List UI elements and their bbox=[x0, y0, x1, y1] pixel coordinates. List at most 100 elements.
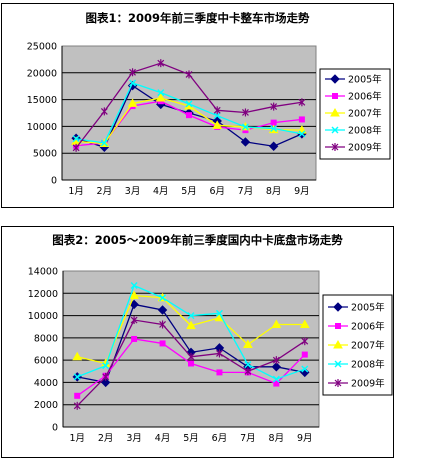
chart-2-data-point bbox=[157, 305, 168, 315]
chart-1-data-point bbox=[127, 98, 138, 107]
chart-1-data-point bbox=[212, 120, 223, 129]
chart-2-data-point bbox=[244, 361, 252, 369]
chart-2-data-point bbox=[100, 377, 111, 388]
chart-2-ytick-label: 8000 bbox=[34, 333, 58, 344]
chart-1-legend-marker bbox=[332, 93, 338, 99]
chart-1-data-point bbox=[298, 130, 306, 138]
chart-1-series-5 bbox=[72, 59, 306, 152]
chart-1-xtick-label: 9月 bbox=[294, 186, 310, 197]
chart-2-data-point bbox=[272, 356, 280, 365]
chart-1-ytick-label: 15000 bbox=[27, 95, 57, 106]
chart-1-data-point bbox=[185, 70, 193, 79]
chart-2-xtick-label: 4月 bbox=[155, 433, 171, 444]
chart-1-data-point bbox=[100, 107, 108, 116]
chart-1-frame: 图表1：2009年前三季度中卡整车市场走势 0 5000 10000 15000 200… bbox=[1, 3, 394, 208]
chart-1-xtick-label: 1月 bbox=[68, 186, 84, 197]
chart-1-data-point bbox=[129, 79, 137, 87]
chart-2-data-point bbox=[301, 365, 309, 373]
chart-2-data-point bbox=[299, 319, 310, 328]
chart-2-data-point bbox=[130, 316, 138, 325]
chart-2-data-point bbox=[187, 312, 195, 320]
chart-2-data-point bbox=[243, 339, 253, 349]
chart-1-ytick-label: 0 bbox=[51, 176, 57, 187]
chart-2-data-point bbox=[244, 367, 252, 376]
chart-2-xtick-label: 3月 bbox=[126, 433, 142, 444]
chart-1-data-point bbox=[185, 100, 193, 108]
chart-2-data-point bbox=[159, 340, 166, 347]
chart-2-xtick-label: 2月 bbox=[98, 433, 114, 444]
chart-1-xtick-label: 3月 bbox=[125, 186, 141, 197]
chart-2-data-point bbox=[216, 369, 223, 376]
chart-1-xtick-label: 8月 bbox=[266, 186, 282, 197]
chart-2-data-point bbox=[271, 362, 282, 372]
chart-2-legend-marker bbox=[333, 302, 343, 312]
chart-2-xtick-label: 9月 bbox=[297, 433, 313, 444]
chart-1-xtick-label: 2月 bbox=[97, 186, 113, 197]
chart-2-data-point bbox=[271, 319, 282, 328]
chart-1-legend-marker bbox=[330, 74, 340, 84]
chart-1-legend-label: 2009年 bbox=[348, 142, 382, 154]
chart-1-data-point bbox=[213, 106, 221, 115]
chart-1-data-point bbox=[270, 119, 277, 126]
chart-2-legend-label: 2008年 bbox=[351, 359, 385, 371]
chart-2-svg: 0 2000 4000 6000 8000 10000 12000 14000 1月 2月 3月 4月… bbox=[28, 267, 393, 444]
chart-2-data-point bbox=[131, 335, 138, 342]
chart-2-legend-label: 2007年 bbox=[351, 340, 385, 352]
chart-2-legend-label: 2009年 bbox=[351, 378, 385, 390]
chart-1-data-point bbox=[270, 102, 278, 111]
chart-1-series-4 bbox=[72, 79, 306, 147]
chart-2-xtick-label: 5月 bbox=[183, 433, 199, 444]
chart-1-ytick-label: 25000 bbox=[27, 42, 57, 53]
chart-1-data-point bbox=[242, 108, 249, 117]
chart-2-ytick-label: 4000 bbox=[34, 378, 58, 389]
chart-2-data-point bbox=[73, 373, 81, 381]
chart-2-data-point bbox=[272, 375, 280, 383]
chart-2-data-point bbox=[159, 294, 167, 302]
chart-1-data-point bbox=[157, 89, 165, 97]
chart-1-data-point bbox=[129, 68, 136, 77]
chart-2-legend-marker bbox=[335, 323, 341, 329]
chart-1-data-point bbox=[241, 123, 249, 131]
chart-2-data-point bbox=[102, 372, 110, 381]
chart-1-data-point bbox=[100, 139, 108, 147]
chart-1-svg: 0 5000 10000 15000 20000 25000 1月 2月 3月 4月 5月 6月 7月 8… bbox=[27, 42, 391, 197]
chart-2-data-point bbox=[102, 362, 110, 370]
chart-1-data-point bbox=[155, 92, 166, 102]
chart-2-data-point bbox=[188, 360, 194, 367]
chart-1-ytick-label: 5000 bbox=[33, 149, 57, 160]
chart-2-xtick-label: 1月 bbox=[69, 433, 85, 444]
chart-2-xtick-label: 7月 bbox=[240, 433, 256, 444]
chart-2-data-point bbox=[273, 380, 280, 387]
chart-2-legend-marker bbox=[333, 339, 343, 349]
chart-2-data-point bbox=[129, 290, 139, 300]
chart-1-data-point bbox=[298, 116, 305, 123]
chart-1-ytick-label: 20000 bbox=[27, 68, 57, 79]
chart-1-data-point bbox=[213, 112, 221, 120]
chart-1-xtick-label: 6月 bbox=[209, 186, 225, 197]
chart-1-data-point bbox=[268, 141, 279, 151]
chart-2-data-point bbox=[301, 337, 309, 346]
chart-2-title: 图表2：2005～2009年前三季度国内中卡底盘市场走势 bbox=[52, 233, 343, 247]
chart-2-data-point bbox=[186, 320, 196, 330]
chart-2-ytick-label: 10000 bbox=[28, 311, 58, 322]
chart-2-legend-label: 2006年 bbox=[351, 321, 385, 333]
chart-1-xtick-label: 4月 bbox=[153, 186, 169, 197]
chart-1-ytick-label: 10000 bbox=[27, 122, 57, 133]
chart-1-data-point bbox=[72, 143, 80, 152]
chart-2-ytick-label: 0 bbox=[52, 423, 58, 434]
chart-1-legend-label: 2007年 bbox=[348, 108, 382, 120]
chart-1-data-point bbox=[270, 125, 278, 133]
chart-2-data-point bbox=[301, 351, 308, 358]
chart-2-data-point bbox=[72, 351, 83, 361]
chart-2-data-point bbox=[187, 352, 195, 361]
chart-1-data-point bbox=[72, 135, 80, 143]
chart-2-ytick-label: 2000 bbox=[34, 400, 58, 411]
chart-2-xtick-label: 6月 bbox=[212, 433, 228, 444]
chart-1-legend-marker bbox=[331, 143, 339, 151]
chart-2-ytick-label: 14000 bbox=[28, 267, 58, 278]
chart-1-data-point bbox=[298, 98, 306, 107]
chart-2-data-point bbox=[159, 320, 166, 329]
chart-2-data-point bbox=[130, 281, 138, 289]
chart-2-legend-marker bbox=[334, 360, 342, 368]
chart-1-legend-marker bbox=[331, 126, 339, 134]
